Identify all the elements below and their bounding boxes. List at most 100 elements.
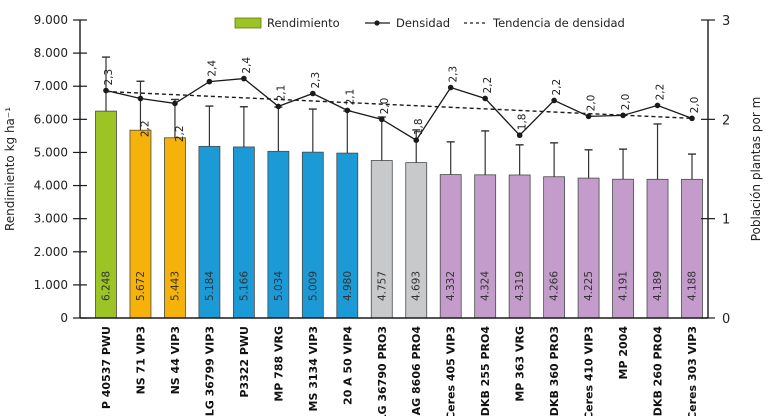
x-tick-label: LG 36799 VIP3	[203, 326, 216, 416]
density-value-label: 1,8	[517, 114, 529, 131]
density-value-label: 2,2	[174, 125, 186, 142]
density-line	[105, 77, 693, 142]
bar-value-label: 4.225	[583, 271, 595, 301]
bar-value-label: 4.693	[411, 271, 423, 301]
y-tick-label-left: 0	[60, 311, 68, 325]
bar-value-label: 5.443	[169, 271, 181, 301]
density-point	[516, 132, 523, 139]
density-point	[344, 107, 351, 114]
density-point	[413, 137, 420, 143]
density-value-label: 2,2	[551, 79, 563, 96]
density-value-label: 2,1	[275, 85, 287, 102]
density-point	[620, 112, 626, 119]
y-tick-label-left: 2.000	[34, 245, 68, 259]
density-point	[241, 75, 247, 82]
y-tick-label-left: 3.000	[34, 212, 68, 226]
y-tick-label-left: 4.000	[34, 179, 68, 193]
legend: Rendimiento Densidad Tendencia de densid…	[234, 16, 625, 30]
density-line-layer	[103, 75, 695, 143]
bar-value-label: 5.034	[273, 271, 285, 301]
x-tick-label: MS 3134 VIP3	[307, 326, 320, 411]
x-tick-label: 20 A 50 VIP4	[341, 326, 354, 405]
bar-value-label: 5.009	[307, 271, 319, 301]
y-axis-title-left: Rendimiento kg ha⁻¹	[3, 107, 17, 231]
bar-value-label: 4.324	[480, 271, 492, 301]
y-tick-label-left: 8.000	[34, 46, 68, 60]
x-tick-label: LG 36790 PRO3	[376, 326, 389, 416]
density-point	[206, 78, 213, 85]
bar-value-label: 5.184	[204, 271, 216, 301]
x-tick-label: MP 363 VRG	[514, 326, 527, 402]
density-point	[482, 95, 488, 102]
density-value-label: 2,4	[241, 57, 253, 74]
density-value-label: 2,3	[310, 72, 322, 89]
x-tick-label: NS 71 VIP3	[134, 326, 147, 394]
density-value-label: 2,4	[206, 60, 218, 77]
y-tick-label-left: 5.000	[34, 145, 68, 159]
density-value-label: 2,3	[103, 69, 115, 86]
x-tick-label: DKB 255 PRO4	[479, 326, 492, 416]
density-value-label: 2,0	[620, 94, 632, 111]
x-tick-label: Ceres 303 VIP3	[686, 326, 699, 416]
density-value-label: 2,2	[139, 120, 151, 137]
error-bars-layer	[102, 56, 696, 180]
density-point	[378, 116, 385, 123]
y-tick-label-left: 6.000	[34, 112, 68, 126]
x-tick-label: P 40537 PWU	[100, 326, 113, 409]
trend-layer	[105, 90, 693, 120]
bar-value-label: 4.332	[445, 271, 457, 301]
bar-value-label: 4.189	[652, 271, 664, 301]
density-value-label: 1,8	[413, 118, 425, 135]
density-value-label: 2,2	[482, 77, 494, 94]
bar-value-label: 4.980	[342, 271, 354, 301]
x-tick-label: DKB 360 PRO3	[548, 326, 561, 416]
x-tick-label: Ceres 410 VIP3	[583, 326, 596, 416]
legend-label-rendimiento: Rendimiento	[267, 16, 340, 30]
legend-swatch-rendimiento	[234, 17, 262, 29]
y-tick-label-right: 3	[722, 14, 730, 29]
density-point	[103, 87, 109, 94]
y-tick-label-right: 1	[722, 213, 730, 228]
density-value-label: 2,0	[379, 98, 391, 115]
density-point	[551, 97, 557, 104]
legend-label-densidad: Densidad	[396, 16, 450, 30]
x-tick-label: MP 788 VRG	[272, 326, 285, 402]
labels-layer: 6.248 5.672 5.443 5.184 5.166 5.034 5.009 4.980…	[100, 57, 701, 416]
bar-value-label: 5.672	[135, 271, 147, 301]
density-point	[447, 84, 454, 91]
x-tick-label: Ceres 405 VIP3	[445, 326, 458, 416]
x-tick-label: P3322 PWU	[238, 326, 251, 398]
axes-layer: 0 1.000 2.000 3.000 4.000 5.000 6.000 7.000 8.00…	[34, 13, 731, 327]
density-point	[689, 115, 695, 122]
legend-label-tendencia: Tendencia de densidad	[492, 16, 625, 30]
bar-value-label: 4.266	[549, 271, 561, 301]
y-axis-title-right: Población plantas por m	[749, 97, 763, 242]
bar-value-label: 6.248	[101, 271, 113, 301]
y-tick-label-right: 0	[722, 312, 730, 327]
bar-value-label: 4.188	[687, 271, 699, 301]
y-tick-label-right: 2	[722, 113, 730, 128]
density-point	[585, 113, 592, 120]
y-tick-label-left: 1.000	[34, 278, 68, 292]
density-point	[654, 102, 661, 109]
x-tick-label: DKB 260 PRO4	[652, 326, 665, 416]
y-tick-label-left: 9.000	[34, 13, 68, 27]
density-value-label: 2,2	[655, 84, 667, 101]
density-point	[137, 95, 144, 102]
x-tick-label: NS 44 VIP3	[169, 326, 182, 394]
x-tick-label: AG 8606 PRO4	[410, 326, 423, 416]
density-value-label: 2,0	[689, 97, 701, 114]
trend-line	[105, 90, 693, 120]
bars-layer	[95, 110, 703, 319]
y-tick-label-left: 7.000	[34, 79, 68, 93]
density-point	[310, 90, 316, 97]
x-tick-label: MP 2004	[617, 326, 630, 380]
density-point	[275, 103, 282, 110]
density-value-label: 2,0	[586, 95, 598, 112]
density-value-label: 2,1	[344, 89, 356, 106]
legend-marker-densidad	[374, 20, 380, 26]
bar-value-label: 4.757	[376, 271, 388, 301]
density-point	[172, 100, 178, 107]
bar-value-label: 5.166	[238, 271, 250, 301]
